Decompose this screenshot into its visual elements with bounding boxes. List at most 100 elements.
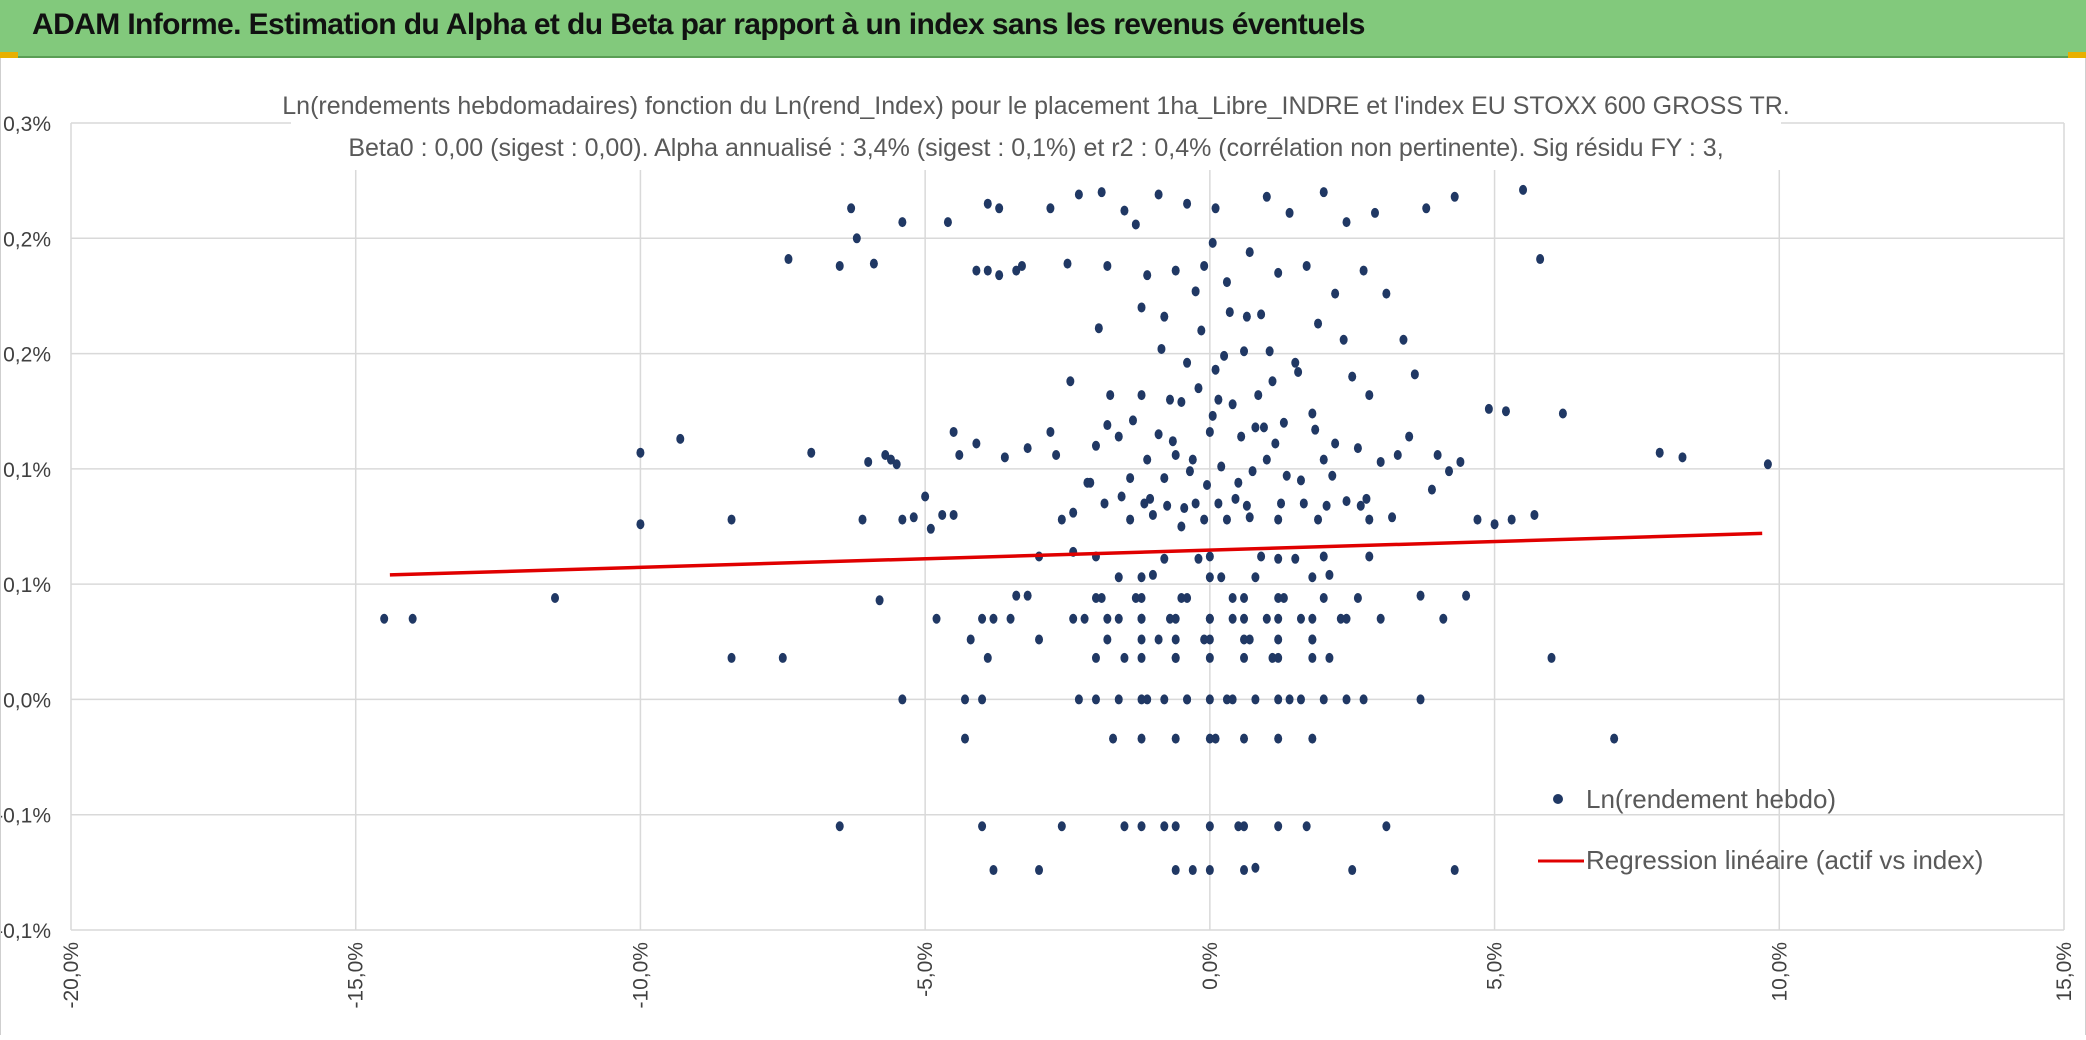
data-point [1285, 207, 1294, 218]
data-point [1547, 652, 1556, 663]
data-point [1610, 733, 1619, 744]
data-point [1194, 383, 1203, 394]
data-point [1279, 417, 1288, 428]
data-point [1012, 590, 1021, 601]
data-point [1291, 553, 1300, 564]
data-point [1160, 473, 1169, 484]
data-point [1177, 592, 1186, 603]
data-point [1114, 572, 1123, 583]
data-point [1205, 652, 1214, 663]
data-point [1251, 862, 1260, 873]
data-point [727, 652, 736, 663]
data-point [1114, 694, 1123, 705]
data-point [1678, 452, 1687, 463]
data-point [1416, 694, 1425, 705]
data-point [1242, 500, 1251, 511]
data-point [1456, 456, 1465, 467]
data-point [1114, 613, 1123, 624]
data-point [1012, 265, 1021, 276]
data-point [408, 613, 417, 624]
data-point [784, 254, 793, 265]
data-point [1282, 470, 1291, 481]
data-point [1237, 431, 1246, 442]
data-point [1203, 479, 1212, 490]
data-point [881, 450, 890, 461]
data-point [1137, 694, 1146, 705]
data-point [1314, 318, 1323, 329]
data-point [1268, 652, 1277, 663]
data-point [898, 694, 907, 705]
data-point [1342, 694, 1351, 705]
data-point [1274, 634, 1283, 645]
y-tick-label: -0,1% [1, 920, 51, 943]
data-point [1342, 496, 1351, 507]
data-point [1331, 438, 1340, 449]
data-point [1183, 694, 1192, 705]
data-point [1274, 553, 1283, 564]
data-point [1314, 514, 1323, 525]
data-point [1205, 733, 1214, 744]
data-point [909, 512, 918, 523]
data-point [1536, 254, 1545, 265]
data-point [1319, 454, 1328, 465]
data-point [978, 694, 987, 705]
data-point [1274, 652, 1283, 663]
data-point [1160, 553, 1169, 564]
data-point [978, 613, 987, 624]
data-point [1262, 613, 1271, 624]
data-point [1097, 592, 1106, 603]
data-point [1262, 454, 1271, 465]
data-point [886, 454, 895, 465]
y-tick-label: 0,0% [3, 689, 51, 712]
data-point [1137, 302, 1146, 313]
data-point [1091, 440, 1100, 451]
data-point [1274, 694, 1283, 705]
data-point [1245, 634, 1254, 645]
scatter-points [380, 147, 1772, 876]
data-point [1171, 613, 1180, 624]
data-point [1094, 323, 1103, 334]
data-point [1131, 592, 1140, 603]
data-point [1308, 652, 1317, 663]
y-tick-label: 0,2% [3, 228, 51, 251]
data-point [1228, 694, 1237, 705]
data-point [1245, 247, 1254, 258]
data-point [1120, 205, 1129, 216]
data-point [1331, 288, 1340, 299]
data-point [1405, 431, 1414, 442]
data-point [1308, 613, 1317, 624]
data-point [1240, 346, 1249, 357]
data-point [1296, 475, 1305, 486]
data-point [1296, 694, 1305, 705]
data-point [1370, 207, 1379, 218]
data-point [1242, 311, 1251, 322]
data-point [1336, 613, 1345, 624]
data-point [1220, 350, 1229, 361]
data-point [1183, 592, 1192, 603]
legend-label-points: Ln(rendement hebdo) [1586, 784, 1836, 814]
data-point [1069, 613, 1078, 624]
data-point [835, 821, 844, 832]
data-point [1100, 498, 1109, 509]
data-point [1211, 203, 1220, 214]
data-point [1183, 357, 1192, 368]
data-point [1240, 821, 1249, 832]
data-point [1490, 519, 1499, 530]
data-point [1222, 694, 1231, 705]
data-point [1066, 376, 1075, 387]
data-point [1106, 390, 1115, 401]
data-point [807, 447, 816, 458]
data-point [972, 438, 981, 449]
data-point [1208, 237, 1217, 248]
data-point [1163, 500, 1172, 511]
data-point [1439, 613, 1448, 624]
data-point [1240, 613, 1249, 624]
data-point [1103, 420, 1112, 431]
data-point [1248, 466, 1257, 477]
data-point [1137, 733, 1146, 744]
data-point [1171, 733, 1180, 744]
data-point [1074, 694, 1083, 705]
data-point [1274, 613, 1283, 624]
data-point [1154, 634, 1163, 645]
data-point [1069, 507, 1078, 518]
